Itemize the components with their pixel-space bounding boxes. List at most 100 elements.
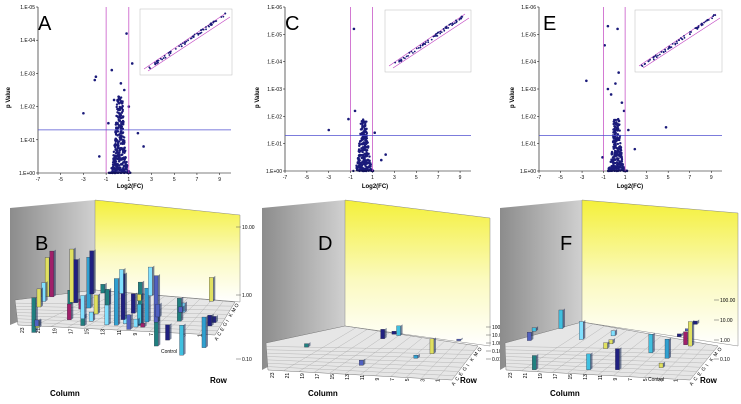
column-tick-b: 9 <box>133 333 139 336</box>
ylabel-f: Row <box>700 376 718 385</box>
bar-side-b <box>45 281 48 302</box>
ytick-label-e: 1.E-01 <box>521 142 536 148</box>
bar-side-f <box>607 341 610 349</box>
floor-grid-d <box>266 352 469 359</box>
bar-d <box>359 360 364 366</box>
data-point-e <box>617 136 621 140</box>
data-point-e <box>664 125 668 129</box>
xtick-labels-a: -7 -5 -3 -1 1 3 5 7 9 <box>36 173 221 183</box>
data-point-a <box>121 153 124 156</box>
inset-point-c <box>440 31 443 33</box>
data-point-c <box>358 164 361 168</box>
floor-grid-d <box>329 332 390 374</box>
data-point-a <box>119 147 122 150</box>
floor-grid-d <box>298 329 368 372</box>
bar-f <box>683 331 688 345</box>
data-point-a <box>113 170 116 174</box>
ytick-label-a: 1.E-03 <box>20 71 35 77</box>
column-tick-d: 7 <box>390 378 396 381</box>
data-point-e <box>619 148 622 152</box>
data-point-a <box>116 162 119 166</box>
column-tick-d: 15 <box>330 374 336 380</box>
data-point-c <box>352 27 356 31</box>
row-tick-f: E <box>697 371 704 377</box>
panel-letter-f: F <box>560 233 572 255</box>
volcano-panel-a: A p Value 1.E-05 1.E-04 1.E-03 1.E-02 1.E-01… <box>6 5 233 190</box>
row-tick-f: A <box>689 381 696 387</box>
data-point-c <box>356 157 360 160</box>
inset-point-a <box>209 22 212 25</box>
data-point-a <box>118 157 121 160</box>
data-point-a <box>119 96 123 99</box>
inset-point-e <box>660 51 663 53</box>
bar-f <box>558 309 564 329</box>
inset-point-c <box>430 38 433 41</box>
ytick-label-c: 1.E-06 <box>267 5 282 11</box>
panel-letter-a: A <box>38 13 52 35</box>
data-point-a <box>114 164 118 168</box>
bar-b <box>67 303 72 320</box>
data-point-c <box>355 166 358 169</box>
bar-b <box>201 316 207 348</box>
bar-f <box>677 333 682 337</box>
data-point-e <box>612 131 615 134</box>
bar-side-d <box>460 337 463 341</box>
inset-point-c <box>412 52 414 54</box>
inset-point-c <box>408 51 411 54</box>
data-point-e <box>606 87 610 91</box>
data-point-c <box>361 138 364 141</box>
bar-b <box>155 303 160 318</box>
row-tick-d: A <box>451 381 458 387</box>
floor-grid-d <box>266 349 472 355</box>
data-point-a <box>111 170 114 173</box>
inset-point-e <box>664 50 667 53</box>
data-point-a <box>115 143 118 147</box>
inset-point-e <box>679 37 682 39</box>
row-tick-f: G <box>701 366 708 372</box>
bar-b <box>100 284 105 294</box>
bar-b <box>148 266 153 296</box>
xtick-label-a: 9 <box>218 177 221 183</box>
bar-b <box>36 288 42 308</box>
inset-point-a <box>180 45 183 48</box>
data-point-c <box>358 153 361 157</box>
data-point-a <box>123 171 126 174</box>
data-point-a <box>121 116 124 119</box>
data-point-e <box>617 157 620 160</box>
data-point-c <box>347 117 350 121</box>
inset-point-a <box>220 16 223 18</box>
data-point-e <box>617 71 620 74</box>
column-tick-f: 19 <box>538 373 544 379</box>
ytick-label-c: 1.E-05 <box>267 32 282 38</box>
panel-letter-e: E <box>543 13 556 35</box>
data-point-e <box>601 156 604 159</box>
inset-point-a <box>191 35 194 38</box>
column-tick-b: 17 <box>68 328 74 334</box>
row-tick-d: K <box>469 356 476 362</box>
data-point-a <box>117 160 121 163</box>
xlabel-d: Column <box>308 389 338 398</box>
inset-point-a <box>162 57 165 59</box>
floor-grid-d <box>266 356 466 364</box>
bar-side-b <box>205 315 208 348</box>
data-point-c <box>360 128 363 131</box>
data-point-a <box>119 126 123 130</box>
inset-point-e <box>697 25 700 27</box>
inset-point-e <box>668 47 671 49</box>
data-point-a <box>119 134 123 137</box>
data-point-a <box>125 32 128 35</box>
ztick-label-d: 100.00 <box>492 325 508 331</box>
inset-point-a <box>208 25 210 28</box>
bar-side-d <box>417 353 420 359</box>
inset-point-c <box>436 31 439 34</box>
data-point-e <box>633 147 637 151</box>
data-point-a <box>116 147 119 150</box>
row-tick-d: I <box>465 363 471 367</box>
bar-side-f <box>652 332 655 353</box>
bar-side-b <box>169 323 172 341</box>
ytick-label-c: 1.E-02 <box>267 114 282 120</box>
control-label-b: Control <box>161 349 177 355</box>
data-point-a <box>125 168 128 171</box>
data-point-a <box>142 145 145 148</box>
